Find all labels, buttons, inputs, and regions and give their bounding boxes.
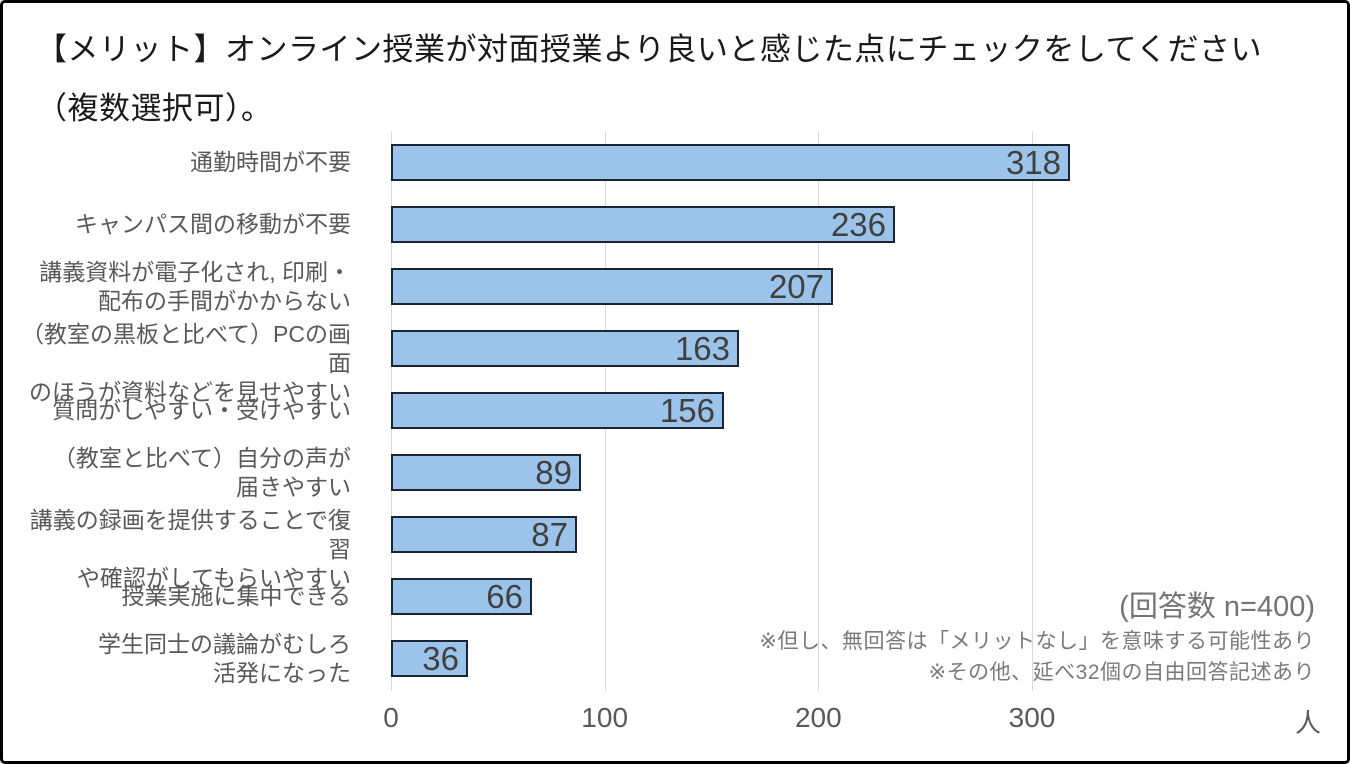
- category-label: （教室の黒板と比べて）PCの画面 のほうが資料などを見せやすい: [20, 321, 351, 405]
- footnote-no-answer: ※但し、無回答は「メリットなし」を意味する可能性あり: [759, 630, 1315, 653]
- bar-value-label: 66: [486, 578, 523, 615]
- bar-value-label: 163: [674, 330, 730, 367]
- x-axis-tick-label: 100: [581, 702, 629, 733]
- bar: 163: [391, 330, 739, 367]
- gridline: [818, 131, 820, 691]
- respondents-count-note: (回答数 n=400): [1119, 591, 1315, 623]
- category-label: 講義資料が電子化され, 印刷・ 配布の手間がかからない: [39, 259, 351, 314]
- category-label: 学生同士の議論がむしろ 活発になった: [98, 631, 351, 686]
- bar-value-label: 36: [422, 640, 459, 677]
- category-label: （教室と比べて）自分の声が 届きやすい: [52, 445, 351, 500]
- gridline: [1032, 131, 1033, 691]
- bar: 36: [391, 640, 468, 677]
- bar: 156: [391, 392, 724, 429]
- bar: 207: [391, 268, 833, 305]
- bar-value-label: 236: [830, 206, 886, 243]
- bar: 66: [391, 578, 532, 615]
- bar-value-label: 87: [531, 516, 568, 553]
- bar-value-label: 207: [768, 268, 824, 305]
- x-axis-tick-label: 300: [1008, 702, 1056, 733]
- category-label: 講義の録画を提供することで復習 や確認がしてもらいやすい: [29, 507, 351, 591]
- x-axis-tick-label: 0: [383, 702, 399, 733]
- chart-title: 【メリット】オンライン授業が対面授業より良いと感じた点にチェックをしてください …: [36, 32, 1263, 126]
- x-axis-unit-label: 人: [1294, 708, 1322, 738]
- bar: 89: [391, 454, 581, 491]
- bar: 236: [391, 206, 895, 243]
- x-axis-tick-label: 200: [794, 702, 842, 733]
- category-label: キャンパス間の移動が不要: [75, 211, 351, 237]
- category-label: 授業実施に集中できる: [121, 583, 351, 609]
- bar-value-label: 156: [659, 392, 715, 429]
- category-label: 質問がしやすい・受けやすい: [52, 397, 351, 423]
- x-axis: 人 0 100 200 300: [383, 702, 1331, 742]
- category-axis: 通勤時間が不要キャンパス間の移動が不要講義資料が電子化され, 印刷・ 配布の手間…: [19, 131, 371, 691]
- bar-value-label: 318: [1005, 144, 1061, 181]
- bar: 87: [391, 516, 577, 553]
- bar: 318: [391, 144, 1070, 181]
- bar-value-label: 89: [535, 454, 572, 491]
- category-label: 通勤時間が不要: [190, 149, 351, 175]
- plot-area: 318 236 207 163 156 89 87 66 36: [391, 131, 1313, 691]
- footnote-free-answers: ※その他、延べ32個の自由回答記述あり: [928, 661, 1315, 684]
